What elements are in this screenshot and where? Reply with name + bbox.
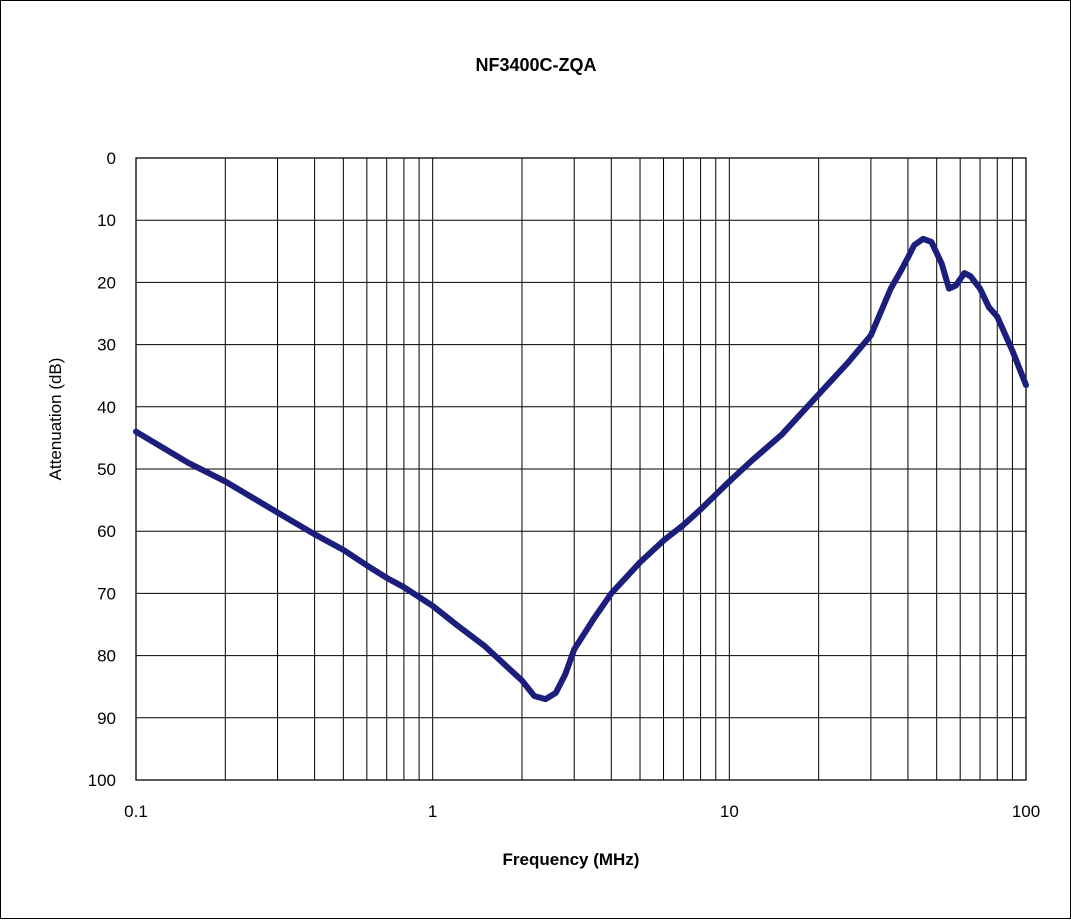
plot-border	[135, 157, 1027, 781]
y-axis-title: Attenuation (dB)	[46, 358, 65, 481]
y-tick-labels: 0 10 20 30 40 50 60 70 80 90 100	[88, 149, 116, 790]
chart-title: NF3400C-ZQA	[475, 55, 596, 75]
y-tick-label-3: 30	[97, 336, 116, 355]
y-tick-label-8: 80	[97, 647, 116, 666]
x-tick-label-1: 1	[428, 802, 437, 821]
x-tick-labels: 0.1 1 10 100	[124, 802, 1040, 821]
series-line	[133, 235, 1029, 703]
y-tick-label-10: 100	[88, 771, 116, 790]
grid	[136, 158, 1026, 780]
x-tick-label-3: 100	[1012, 802, 1040, 821]
y-tick-label-4: 40	[97, 398, 116, 417]
y-tick-label-1: 10	[97, 211, 116, 230]
y-tick-label-7: 70	[97, 584, 116, 603]
x-tick-label-2: 10	[720, 802, 739, 821]
y-tick-label-0: 0	[107, 149, 116, 168]
x-tick-label-0: 0.1	[124, 802, 148, 821]
y-tick-label-2: 20	[97, 273, 116, 292]
y-tick-label-9: 90	[97, 709, 116, 728]
x-axis-title: Frequency (MHz)	[503, 850, 640, 869]
y-tick-label-5: 50	[97, 460, 116, 479]
y-tick-label-6: 60	[97, 522, 116, 541]
